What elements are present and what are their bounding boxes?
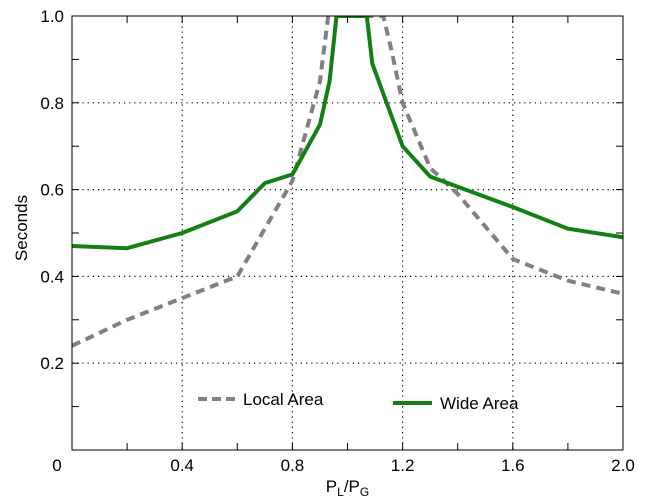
- x-label-sub2: G: [360, 485, 369, 498]
- y-tick-label: 0.6: [40, 181, 64, 200]
- x-tick-label: 2.0: [611, 456, 635, 475]
- y-tick-label: 1.0: [40, 7, 64, 26]
- legend-label: Local Area: [243, 390, 324, 409]
- y-tick-label: 0.8: [40, 94, 64, 113]
- origin-tick-label: 0: [52, 456, 61, 475]
- x-label-sub1: L: [337, 485, 344, 498]
- plot-frame: [71, 15, 624, 451]
- series-lines: [72, 16, 623, 348]
- x-label-sep: /P: [344, 477, 360, 496]
- legend-label: Wide Area: [440, 394, 519, 413]
- x-tick-labels: 0.4 0.8 1.2 1.6 2.0: [170, 456, 634, 475]
- x-tick-label: 1.6: [501, 456, 525, 475]
- x-tick-label: 0.8: [281, 456, 305, 475]
- x-axis-label: PL/PG: [326, 477, 369, 498]
- y-tick-label: 0.2: [40, 354, 64, 373]
- x-tick-label: 0.4: [170, 456, 194, 475]
- x-tick-label: 1.2: [391, 456, 415, 475]
- x-label-main: P: [326, 477, 337, 496]
- grid-lines: [72, 16, 623, 450]
- axis-ticks: [72, 15, 624, 450]
- series-line-wide-area: [72, 16, 623, 251]
- legend: Local Area Wide Area: [198, 390, 519, 413]
- y-tick-labels: 0.2 0.4 0.6 0.8 1.0: [40, 7, 64, 373]
- y-tick-label: 0.4: [40, 267, 64, 286]
- series-line-local-area: [72, 16, 623, 348]
- y-axis-label: Seconds: [12, 195, 31, 261]
